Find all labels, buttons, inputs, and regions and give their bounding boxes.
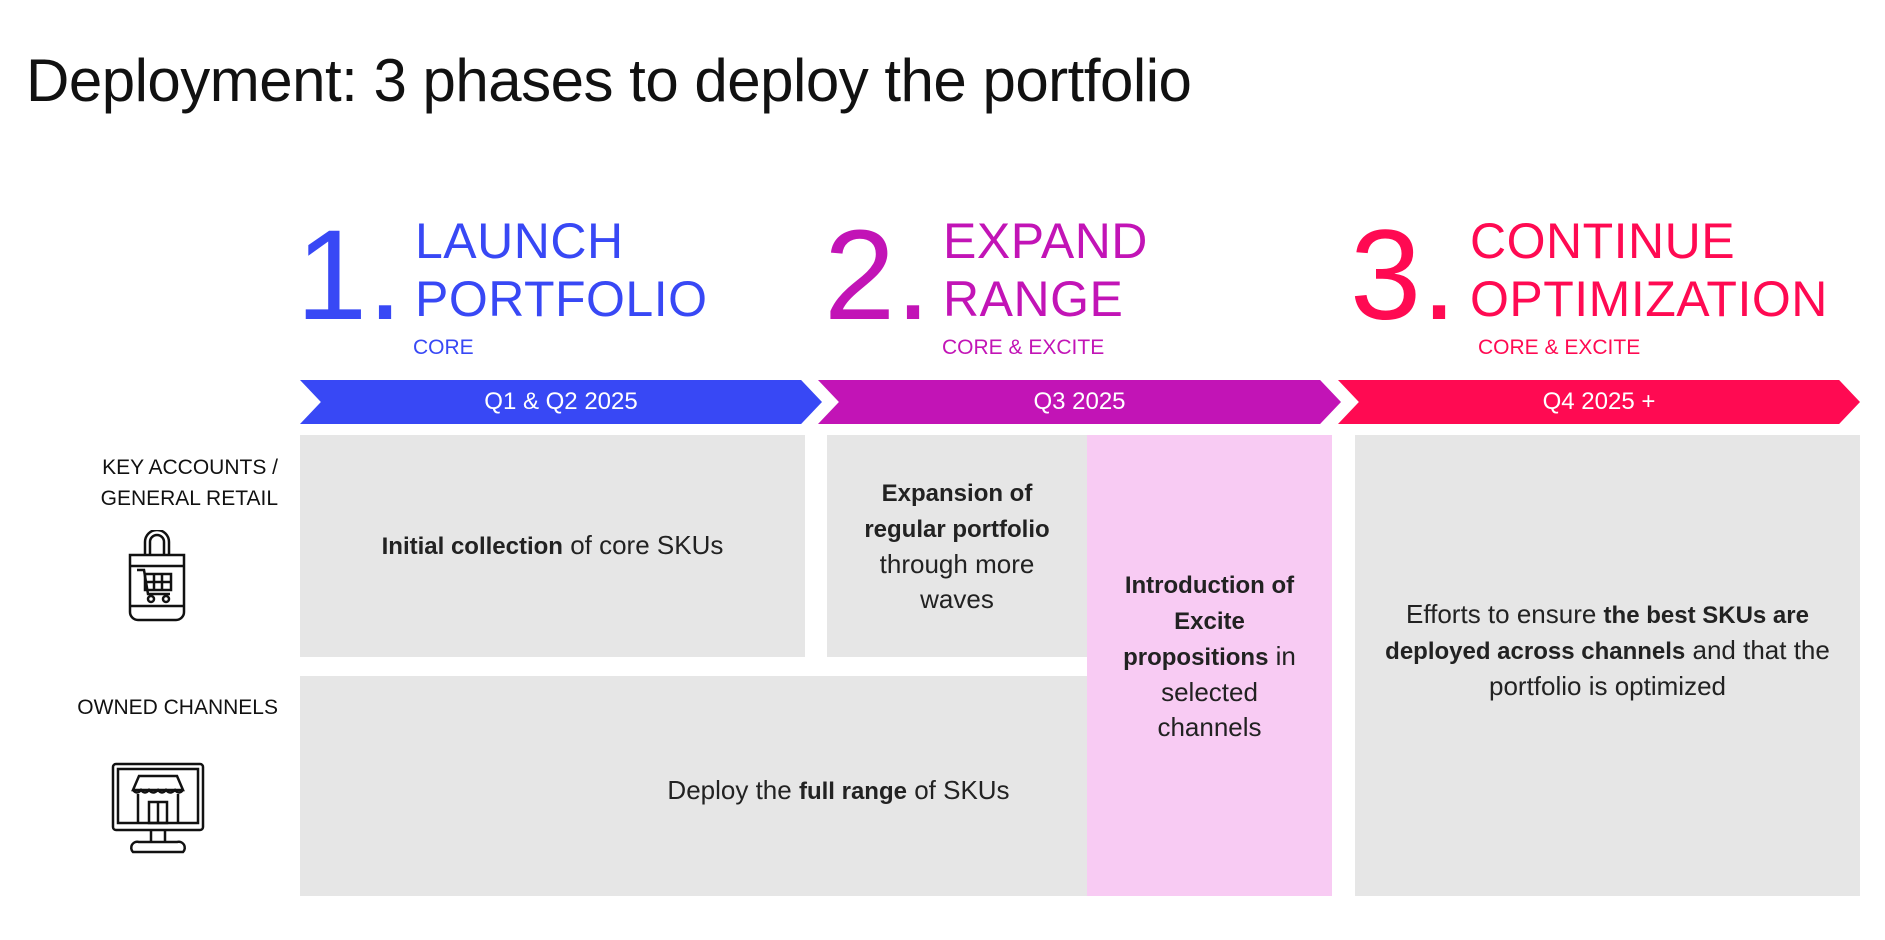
row-label-line1: OWNED CHANNELS [77, 696, 278, 719]
cell-text: in selected channels [1157, 640, 1296, 742]
row-label-owned-channels: OWNED CHANNELS [77, 692, 278, 723]
phase-1-period: Q1 & Q2 2025 [484, 388, 638, 415]
cell-deploy-full-range: Deploy the full range of SKUs [300, 676, 1087, 896]
cell-bold: Initial collection [381, 533, 563, 560]
phase-1-number: 1. [296, 204, 403, 347]
phase-2-title-line2: RANGE [943, 271, 1124, 327]
page-title: Deployment: 3 phases to deploy the portf… [26, 46, 1192, 115]
cell-bold: Expansion of regular portfolio [864, 480, 1050, 543]
cell-text: of SKUs [906, 775, 1010, 805]
phase-1-title-line1: LAUNCH [415, 213, 624, 269]
row-label-line2: GENERAL RETAIL [100, 487, 278, 510]
phase-2-period: Q3 2025 [1033, 388, 1126, 415]
phase-2-subtitle: CORE & EXCITE [942, 336, 1105, 359]
row-label-key-accounts: KEY ACCOUNTS / GENERAL RETAIL [101, 452, 278, 514]
cell-text: of core SKUs [562, 530, 724, 560]
phase-3-subtitle: CORE & EXCITE [1478, 336, 1641, 359]
title-rest: : 3 phases to deploy the portfolio [341, 47, 1192, 114]
phase-3-period: Q4 2025 + [1542, 388, 1656, 415]
cell-text: Deploy the [667, 775, 799, 805]
cell-bold: full range [798, 778, 907, 805]
phase-1-title-line2: PORTFOLIO [415, 271, 708, 327]
phase-2-title: EXPAND RANGE [943, 212, 1148, 328]
cell-continuous-optimization: Efforts to ensure the best SKUs are depl… [1355, 435, 1860, 896]
cell-bold: the best SKUs are deployed across channe… [1385, 602, 1809, 665]
timeline-chevron-phase-1: Q1 & Q2 2025 [300, 380, 822, 424]
phase-2-title-line1: EXPAND [943, 213, 1148, 269]
row-label-line1: KEY ACCOUNTS / [102, 456, 278, 479]
shopping-bag-cart-icon [128, 530, 186, 622]
phase-3-title-line1: CONTINUE [1470, 213, 1736, 269]
cell-initial-collection: Initial collection of core SKUs [300, 435, 805, 657]
phase-1-subtitle: CORE [413, 336, 474, 359]
monitor-storefront-icon [111, 762, 205, 854]
cell-expansion: Expansion of regular portfolio through m… [827, 435, 1087, 657]
phase-3-title-line2: OPTIMIZATION [1470, 271, 1828, 327]
cell-excite-introduction: Introduction of Excite propositions in s… [1087, 435, 1332, 896]
timeline-chevron-phase-2: Q3 2025 [818, 380, 1341, 424]
phase-1-title: LAUNCH PORTFOLIO [415, 212, 708, 328]
cell-bold: Introduction of Excite propositions [1123, 571, 1295, 671]
phase-3-title: CONTINUE OPTIMIZATION [1470, 212, 1828, 328]
cell-text: through more waves [879, 549, 1035, 614]
phase-3-number: 3. [1350, 204, 1457, 347]
phase-2-number: 2. [824, 204, 931, 347]
timeline-chevron-phase-3: Q4 2025 + [1338, 380, 1860, 424]
title-bold: Deployment [26, 47, 342, 114]
cell-text: Efforts to ensure [1406, 599, 1604, 629]
cell-text: and that the portfolio is optimized [1489, 635, 1830, 701]
